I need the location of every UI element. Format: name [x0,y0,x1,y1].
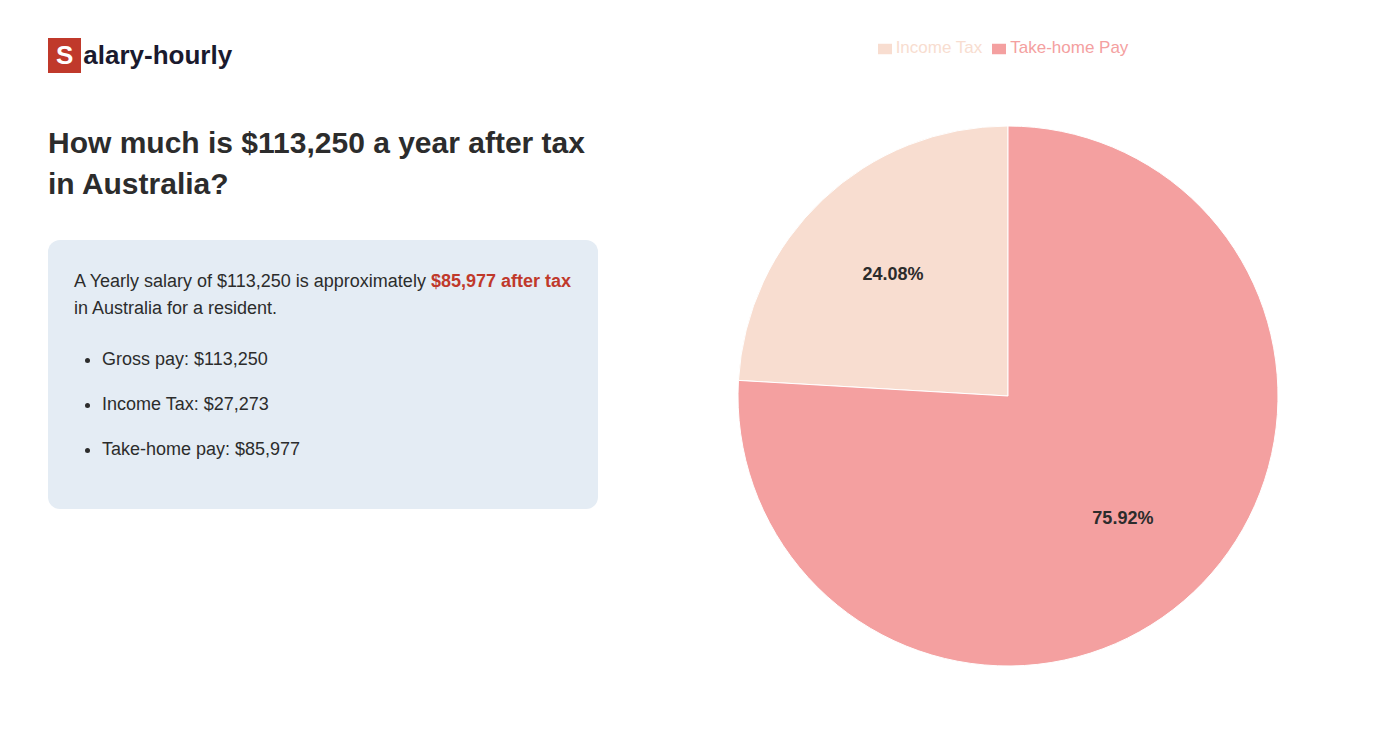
html-text:Take-home Pay: Take-home Pay [1010,38,1129,57]
html-text:Take-home pay: $85,977: Take-home pay: $85,977 [102,439,301,459]
html-text:Income Tax: Income Tax [895,38,983,57]
svg-text:75.92%: 75.92% [1092,508,1153,528]
svg-text:24.08%: 24.08% [863,264,924,284]
html-text:A Yearly salary of $113,250 is: A Yearly salary of $113,250 is approxima… [74,271,571,291]
html-text:in Australia for a resident.: in Australia for a resident. [74,298,278,318]
html-text:How much is $113,250 a year af: How much is $113,250 a year after tax in… [48,126,585,200]
html-text:S alary-hourly: S alary-hourly [56,40,233,70]
html-text:Income Tax: $27,273: Income Tax: $27,273 [102,394,269,414]
html-text:Gross pay: $113,250: Gross pay: $113,250 [102,349,268,369]
